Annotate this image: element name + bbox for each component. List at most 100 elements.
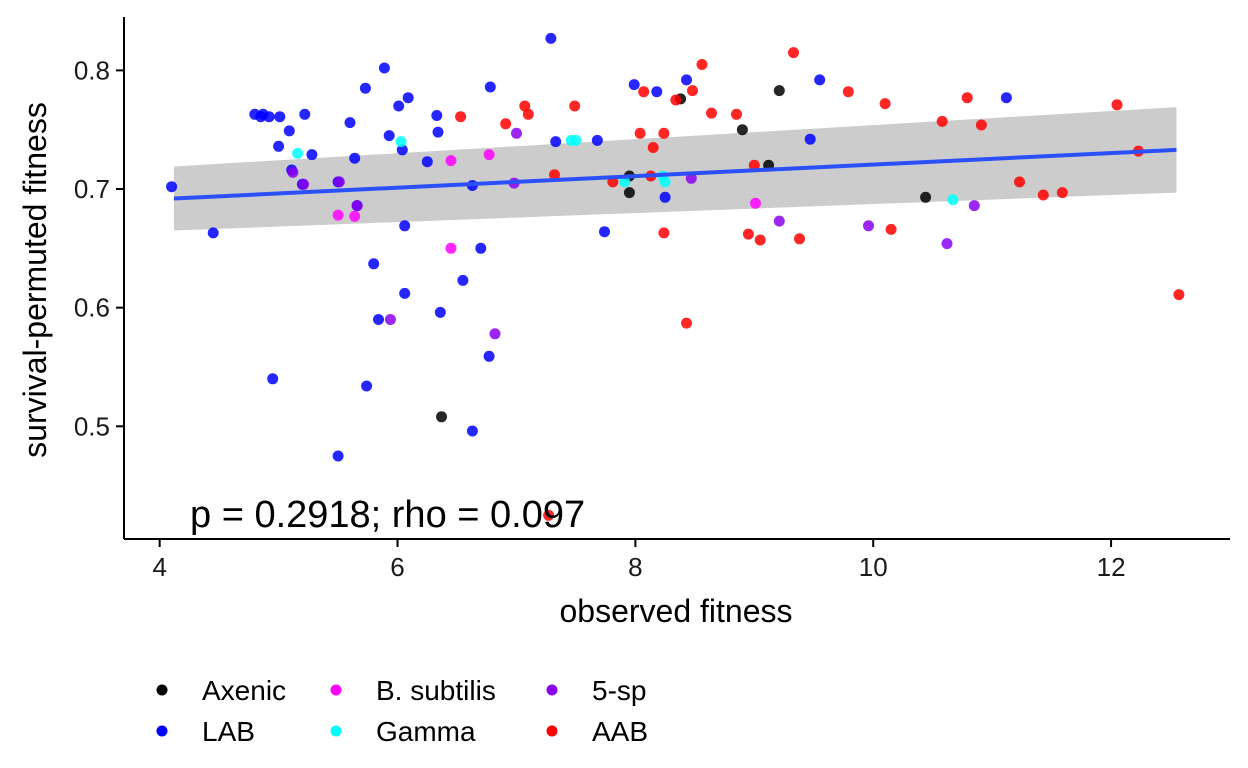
point-lab xyxy=(359,82,371,94)
x-tick-label: 6 xyxy=(390,552,404,582)
legend-item-b-subtilis: B. subtilis xyxy=(330,675,496,706)
point-lab xyxy=(361,380,373,392)
point-gamma xyxy=(659,176,671,188)
point-5-sp xyxy=(333,176,345,188)
point-lab xyxy=(484,81,496,93)
point-lab xyxy=(383,130,395,142)
point-lab xyxy=(283,125,295,137)
legend-item-aab: AAB xyxy=(546,716,648,747)
point-aab xyxy=(975,119,987,131)
point-5-sp xyxy=(968,200,980,212)
point-lab xyxy=(344,117,356,129)
point-lab xyxy=(349,152,361,164)
point-lab xyxy=(378,62,390,74)
point-aab xyxy=(1037,189,1049,201)
legend-swatch xyxy=(330,725,342,737)
point-aab xyxy=(681,317,692,329)
point-gamma xyxy=(395,136,407,148)
legend-label: Gamma xyxy=(376,716,476,747)
x-tick-label: 12 xyxy=(1097,552,1126,582)
point-gamma xyxy=(619,176,631,188)
point-5-sp xyxy=(511,127,522,139)
point-lab xyxy=(814,74,826,86)
point-aab xyxy=(879,98,891,110)
point-axenic xyxy=(920,191,932,203)
point-lab xyxy=(166,181,178,193)
point-lab xyxy=(332,450,344,462)
point-lab xyxy=(273,140,285,152)
point-b-subtilis xyxy=(445,155,457,167)
point-aab xyxy=(1173,289,1185,301)
point-aab xyxy=(670,94,682,106)
point-aab xyxy=(1014,176,1025,188)
point-axenic xyxy=(736,124,748,136)
point-aab xyxy=(885,223,897,235)
confidence-band xyxy=(173,107,1177,231)
point-lab xyxy=(475,242,487,254)
legend-label: Axenic xyxy=(202,675,286,706)
point-lab xyxy=(421,156,433,168)
y-tick-label: 0.5 xyxy=(74,411,110,441)
legend-swatch xyxy=(156,684,168,696)
legend: Axenic LAB B. subtilis Gamma 5-sp AAB xyxy=(156,675,648,747)
point-aab xyxy=(731,108,742,120)
y-axis-title: survival-permuted fitness xyxy=(17,102,53,458)
y-tick-label: 0.8 xyxy=(74,55,110,85)
data-points xyxy=(166,32,1185,521)
point-lab xyxy=(399,220,411,232)
point-b-subtilis xyxy=(750,197,761,209)
point-lab xyxy=(550,136,562,148)
point-lab xyxy=(599,226,610,238)
x-axis-title: observed fitness xyxy=(559,593,792,629)
stats-annotation: p = 0.2918; rho = 0.097 xyxy=(190,494,585,536)
point-aab xyxy=(961,92,973,104)
point-aab xyxy=(1111,99,1123,111)
point-lab xyxy=(1000,92,1012,104)
point-b-subtilis xyxy=(483,149,495,161)
point-aab xyxy=(706,107,717,119)
point-lab xyxy=(306,149,318,161)
y-tick-label: 0.7 xyxy=(74,174,110,204)
legend-swatch xyxy=(156,725,168,737)
legend-item-5-sp: 5-sp xyxy=(546,675,646,706)
point-lab xyxy=(483,350,495,362)
point-lab xyxy=(457,274,469,286)
point-lab xyxy=(431,110,443,121)
point-b-subtilis xyxy=(445,242,457,254)
point-lab xyxy=(434,306,446,318)
x-tick-label: 4 xyxy=(152,552,166,582)
point-aab xyxy=(658,127,670,139)
point-aab xyxy=(658,227,670,239)
point-b-subtilis xyxy=(332,209,344,221)
point-lab xyxy=(263,111,275,123)
point-5-sp xyxy=(489,328,501,340)
point-aab xyxy=(549,169,560,181)
point-lab xyxy=(274,111,286,123)
point-5-sp xyxy=(287,166,299,178)
y-tick-label: 0.6 xyxy=(74,293,110,323)
point-5-sp xyxy=(298,178,310,190)
point-lab xyxy=(804,133,816,145)
point-aab xyxy=(569,100,581,112)
point-axenic xyxy=(623,187,635,199)
legend-label: AAB xyxy=(592,716,648,747)
point-lab xyxy=(681,74,692,86)
point-aab xyxy=(638,86,650,98)
point-aab xyxy=(543,509,555,521)
point-5-sp xyxy=(384,314,396,325)
legend-label: LAB xyxy=(202,716,255,747)
point-aab xyxy=(500,118,512,130)
point-axenic xyxy=(436,411,447,423)
y-axis-ticks: 0.5 0.6 0.7 0.8 xyxy=(74,55,124,441)
point-lab xyxy=(393,100,405,112)
point-aab xyxy=(794,233,805,245)
point-aab xyxy=(519,100,531,112)
point-gamma xyxy=(947,194,959,206)
point-lab xyxy=(591,134,603,146)
point-lab xyxy=(267,373,279,385)
point-lab xyxy=(368,258,380,270)
point-aab xyxy=(748,159,760,171)
point-gamma xyxy=(292,147,304,159)
point-aab xyxy=(522,108,534,120)
point-b-subtilis xyxy=(349,210,361,222)
